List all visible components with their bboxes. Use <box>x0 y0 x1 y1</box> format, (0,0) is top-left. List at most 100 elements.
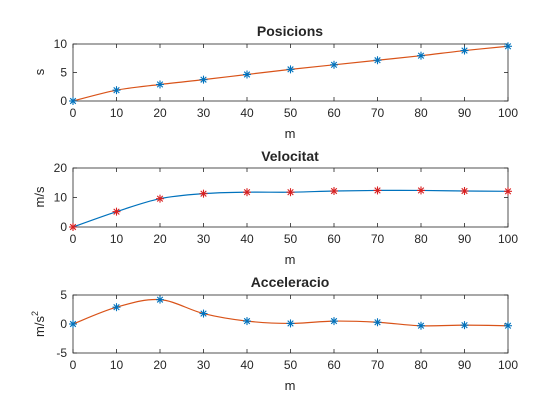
marker-stroke <box>113 86 120 94</box>
x-axis-label: m <box>285 378 296 393</box>
marker-stroke <box>200 76 207 83</box>
data-point-asterisk <box>460 187 469 196</box>
data-point-asterisk <box>460 321 469 330</box>
x-tick-label: 70 <box>371 232 385 246</box>
marker-stroke <box>374 57 381 64</box>
data-point-asterisk <box>112 86 121 95</box>
marker-stroke <box>243 317 251 325</box>
marker-stroke <box>69 97 77 105</box>
data-point-asterisk <box>417 321 425 330</box>
data-point-asterisk <box>243 70 251 79</box>
y-axis-label-exponent: 2 <box>30 311 40 316</box>
data-point-asterisk <box>199 309 208 318</box>
subplot-title: Posicions <box>257 23 323 39</box>
x-tick-label: 10 <box>110 106 124 120</box>
marker-stroke <box>417 322 425 329</box>
marker-stroke <box>504 43 512 50</box>
marker-stroke <box>330 187 338 195</box>
data-point-asterisk <box>330 317 338 326</box>
data-point-asterisk <box>373 318 382 327</box>
x-tick-label: 60 <box>327 232 341 246</box>
data-point-asterisk <box>69 320 77 328</box>
x-tick-label: 60 <box>327 358 341 372</box>
data-point-asterisk <box>286 188 295 197</box>
y-tick-label: 0 <box>60 94 67 108</box>
data-point-asterisk <box>69 223 77 231</box>
marker-stroke <box>374 187 381 194</box>
x-tick-label: 20 <box>153 106 167 120</box>
x-tick-label: 100 <box>498 358 518 372</box>
marker-stroke <box>243 71 251 78</box>
marker-stroke <box>461 187 468 195</box>
x-tick-label: 80 <box>414 106 428 120</box>
data-point-asterisk <box>460 46 469 55</box>
subplot-velocitat: Velocitat m m/s 0 10 20 30 40 50 60 70 80 90 100 0 1… <box>32 148 518 267</box>
y-axis-label: s <box>32 68 47 75</box>
x-tick-label: 30 <box>197 358 211 372</box>
x-tick-label: 80 <box>414 358 428 372</box>
marker-stroke <box>113 208 120 215</box>
x-tick-label: 100 <box>498 232 518 246</box>
x-tick-label: 50 <box>284 358 298 372</box>
marker-stroke <box>113 303 120 311</box>
marker-stroke <box>200 310 207 317</box>
data-point-asterisk <box>373 56 382 65</box>
data-point-asterisk <box>330 187 338 196</box>
data-point-asterisk <box>243 317 251 326</box>
x-tick-label: 50 <box>284 232 298 246</box>
x-tick-label: 40 <box>240 358 254 372</box>
y-tick-label: 10 <box>54 191 68 205</box>
marker-stroke <box>243 189 251 196</box>
data-point-asterisk <box>286 319 295 328</box>
marker-stroke <box>330 317 338 325</box>
y-tick-label: -5 <box>56 346 67 360</box>
marker-stroke <box>504 322 512 329</box>
x-tick-label: 50 <box>284 106 298 120</box>
data-point-asterisk <box>112 303 121 312</box>
x-tick-label: 70 <box>371 358 385 372</box>
x-tick-label: 100 <box>498 106 518 120</box>
marker-stroke <box>200 190 207 197</box>
marker-stroke <box>156 195 164 202</box>
data-point-asterisk <box>199 75 208 84</box>
y-tick-label: 5 <box>60 66 67 80</box>
x-axis-label: m <box>285 126 296 141</box>
x-tick-label: 90 <box>458 358 472 372</box>
marker-stroke <box>69 223 77 231</box>
x-tick-label: 40 <box>240 106 254 120</box>
data-point-asterisk <box>112 207 121 216</box>
x-tick-label: 60 <box>327 106 341 120</box>
marker-stroke <box>287 320 294 327</box>
x-tick-label: 90 <box>458 232 472 246</box>
data-point-asterisk <box>504 187 512 196</box>
x-tick-label: 30 <box>197 106 211 120</box>
x-axis-label: m <box>285 252 296 267</box>
data-point-asterisk <box>417 186 425 195</box>
y-tick-label: 10 <box>54 37 68 51</box>
marker-stroke <box>287 66 294 73</box>
x-tick-label: 90 <box>458 106 472 120</box>
data-point-asterisk <box>373 186 382 195</box>
y-axis-label: m/s <box>32 186 47 207</box>
x-tick-label: 20 <box>153 358 167 372</box>
y-tick-label: 0 <box>60 317 67 331</box>
marker-stroke <box>461 321 468 329</box>
x-tick-label: 10 <box>110 232 124 246</box>
x-tick-label: 30 <box>197 232 211 246</box>
data-point-asterisk <box>243 188 251 197</box>
marker-stroke <box>461 47 468 54</box>
data-point-asterisk <box>286 65 295 74</box>
marker-stroke <box>156 81 164 88</box>
marker-stroke <box>417 52 425 59</box>
y-tick-label: 20 <box>54 161 68 175</box>
marker-stroke <box>156 296 164 303</box>
data-point-asterisk <box>69 97 77 105</box>
marker-stroke <box>417 187 425 194</box>
plot-area <box>72 167 509 228</box>
x-tick-label: 0 <box>70 232 77 246</box>
y-tick-label: 0 <box>60 220 67 234</box>
data-point-asterisk <box>504 321 512 330</box>
x-tick-label: 0 <box>70 106 77 120</box>
data-point-asterisk <box>504 42 512 51</box>
